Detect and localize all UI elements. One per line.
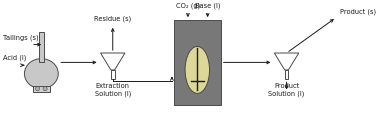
Text: Tailings (s): Tailings (s) <box>3 34 39 41</box>
Bar <box>174 20 221 105</box>
Bar <box>111 70 115 79</box>
Circle shape <box>36 87 40 91</box>
Polygon shape <box>101 53 125 70</box>
Circle shape <box>43 87 47 91</box>
Ellipse shape <box>25 59 58 89</box>
Bar <box>285 70 288 79</box>
Text: Acid (l): Acid (l) <box>3 55 26 61</box>
Text: CO₂ (g): CO₂ (g) <box>176 2 200 9</box>
Text: Product
Solution (l): Product Solution (l) <box>268 83 305 97</box>
Bar <box>39 32 44 62</box>
Text: Extraction
Solution (l): Extraction Solution (l) <box>94 83 131 97</box>
Polygon shape <box>274 53 299 70</box>
Text: Product (s): Product (s) <box>340 9 376 15</box>
Ellipse shape <box>185 46 209 93</box>
Text: Residue (s): Residue (s) <box>94 15 132 22</box>
Bar <box>33 86 50 92</box>
Text: Base (l): Base (l) <box>195 2 220 9</box>
